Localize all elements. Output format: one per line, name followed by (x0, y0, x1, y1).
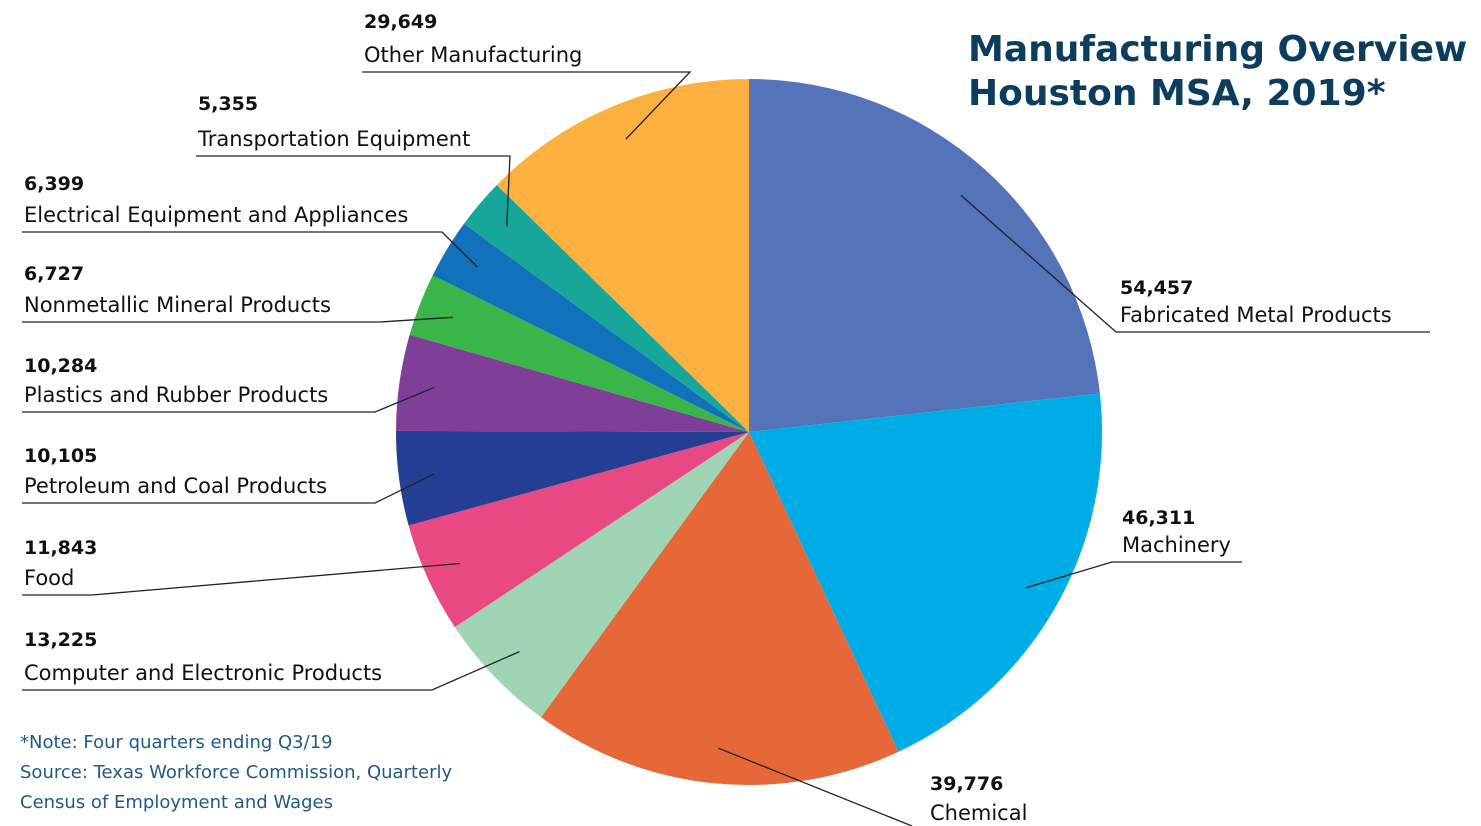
data-label-value-other-manufacturing: 29,649 (364, 11, 437, 33)
leader-line-nonmetallic-mineral-products (22, 316, 453, 323)
chart-title: Manufacturing Overview Houston MSA, 2019… (968, 28, 1467, 116)
pie-slice-other-manufacturing (496, 79, 749, 432)
data-label-category-food: Food (24, 566, 74, 590)
data-label-category-petroleum-and-coal-products: Petroleum and Coal Products (24, 474, 327, 498)
leader-line-chemical (718, 747, 913, 826)
leader-line-electrical-equipment-and-appliances (22, 231, 478, 268)
data-label-category-machinery: Machinery (1122, 533, 1231, 557)
source-note: *Note: Four quarters ending Q3/19 Source… (20, 728, 452, 818)
data-label-category-fabricated-metal-products: Fabricated Metal Products (1120, 303, 1392, 327)
leader-line-other-manufacturing (362, 71, 692, 140)
pie-slice-fabricated-metal-products (749, 79, 1100, 432)
chart-title-line1: Manufacturing Overview (968, 29, 1468, 70)
data-label-category-chemical: Chemical (930, 801, 1027, 825)
pie-slice-petroleum-and-coal-products (395, 430, 749, 526)
data-label-category-plastics-and-rubber-products: Plastics and Rubber Products (24, 383, 328, 407)
data-label-value-chemical: 39,776 (930, 773, 1003, 795)
pie-slice-electrical-equipment-and-appliances (432, 223, 749, 432)
data-label-category-transportation-equipment: Transportation Equipment (197, 127, 470, 151)
pie-slice-chemical (541, 432, 899, 785)
leader-line-plastics-and-rubber-products (22, 386, 435, 413)
leader-line-food (22, 562, 460, 596)
leader-line-machinery (1025, 561, 1242, 589)
pie-labels: 54,457 Fabricated Metal Products 46,311 Mac… (22, 11, 1430, 826)
note-line: *Note: Four quarters ending Q3/19 (20, 732, 333, 753)
data-label-value-machinery: 46,311 (1122, 507, 1195, 529)
source-line: Source: Texas Workforce Commission, Quar… (20, 762, 453, 783)
data-label-category-computer-and-electronic-products: Computer and Electronic Products (24, 661, 382, 685)
leader-line-transportation-equipment (196, 155, 511, 227)
leader-line-fabricated-metal-products (960, 194, 1430, 333)
leader-line-computer-and-electronic-products (22, 651, 520, 691)
data-label-value-computer-and-electronic-products: 13,225 (24, 629, 97, 651)
source-line-continued: Census of Employment and Wages (20, 792, 333, 813)
data-label-value-fabricated-metal-products: 54,457 (1120, 277, 1193, 299)
pie-slice-nonmetallic-mineral-products (409, 275, 749, 432)
pie-slices (395, 79, 1102, 785)
pie-slice-transportation-equipment (464, 184, 749, 432)
data-label-value-nonmetallic-mineral-products: 6,727 (24, 263, 84, 285)
data-label-value-electrical-equipment-and-appliances: 6,399 (24, 173, 84, 195)
pie-slice-food (408, 432, 749, 628)
chart-title-line2: Houston MSA, 2019* (968, 73, 1386, 114)
data-label-category-nonmetallic-mineral-products: Nonmetallic Mineral Products (24, 293, 331, 317)
data-label-category-other-manufacturing: Other Manufacturing (364, 43, 582, 67)
data-label-value-food: 11,843 (24, 537, 97, 559)
leader-line-petroleum-and-coal-products (22, 473, 435, 504)
data-label-value-plastics-and-rubber-products: 10,284 (24, 355, 97, 377)
data-label-value-petroleum-and-coal-products: 10,105 (24, 445, 97, 467)
data-label-category-electrical-equipment-and-appliances: Electrical Equipment and Appliances (24, 203, 408, 227)
pie-slice-machinery (749, 393, 1102, 752)
pie-slice-computer-and-electronic-products (454, 432, 749, 718)
pie-slice-plastics-and-rubber-products (396, 334, 749, 432)
data-label-value-transportation-equipment: 5,355 (198, 93, 258, 115)
